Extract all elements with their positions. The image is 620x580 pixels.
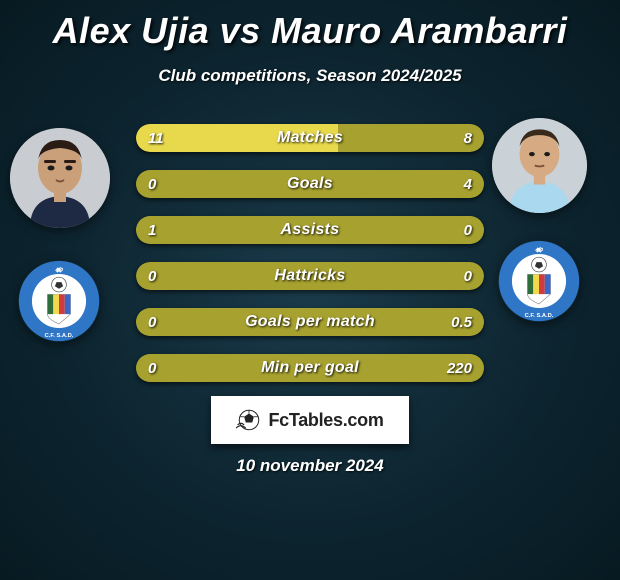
stat-row: 04Goals (136, 170, 484, 198)
player-left-avatar (10, 128, 110, 228)
player-right-avatar (492, 118, 587, 213)
svg-text:C.F. S.A.D.: C.F. S.A.D. (525, 313, 554, 319)
stat-row: 0220Min per goal (136, 354, 484, 382)
stat-row: 00.5Goals per match (136, 308, 484, 336)
brand-badge: FcTables.com (211, 396, 409, 444)
stat-label: Goals (136, 170, 484, 198)
subtitle: Club competitions, Season 2024/2025 (0, 66, 620, 86)
comparison-infographic: Alex Ujia vs Mauro Arambarri Club compet… (0, 0, 620, 580)
stat-row: 10Assists (136, 216, 484, 244)
stat-label: Hattricks (136, 262, 484, 290)
date-label: 10 november 2024 (0, 456, 620, 476)
svg-text:C.F. S.A.D.: C.F. S.A.D. (45, 333, 74, 339)
stat-label: Min per goal (136, 354, 484, 382)
stat-label: Goals per match (136, 308, 484, 336)
club-crest-left: G E T A F E C.F. S.A.D. (18, 260, 100, 342)
page-title: Alex Ujia vs Mauro Arambarri (0, 0, 620, 52)
brand-label: FcTables.com (268, 410, 383, 431)
stat-bars: 118Matches 04Goals 10Assists 00Hattricks 00.… (136, 124, 484, 400)
stat-label: Matches (136, 124, 484, 152)
soccer-ball-icon (236, 407, 262, 433)
stat-label: Assists (136, 216, 484, 244)
stat-row: 118Matches (136, 124, 484, 152)
club-crest-right: G E T A F E C.F. S.A.D. (498, 240, 580, 322)
stat-row: 00Hattricks (136, 262, 484, 290)
